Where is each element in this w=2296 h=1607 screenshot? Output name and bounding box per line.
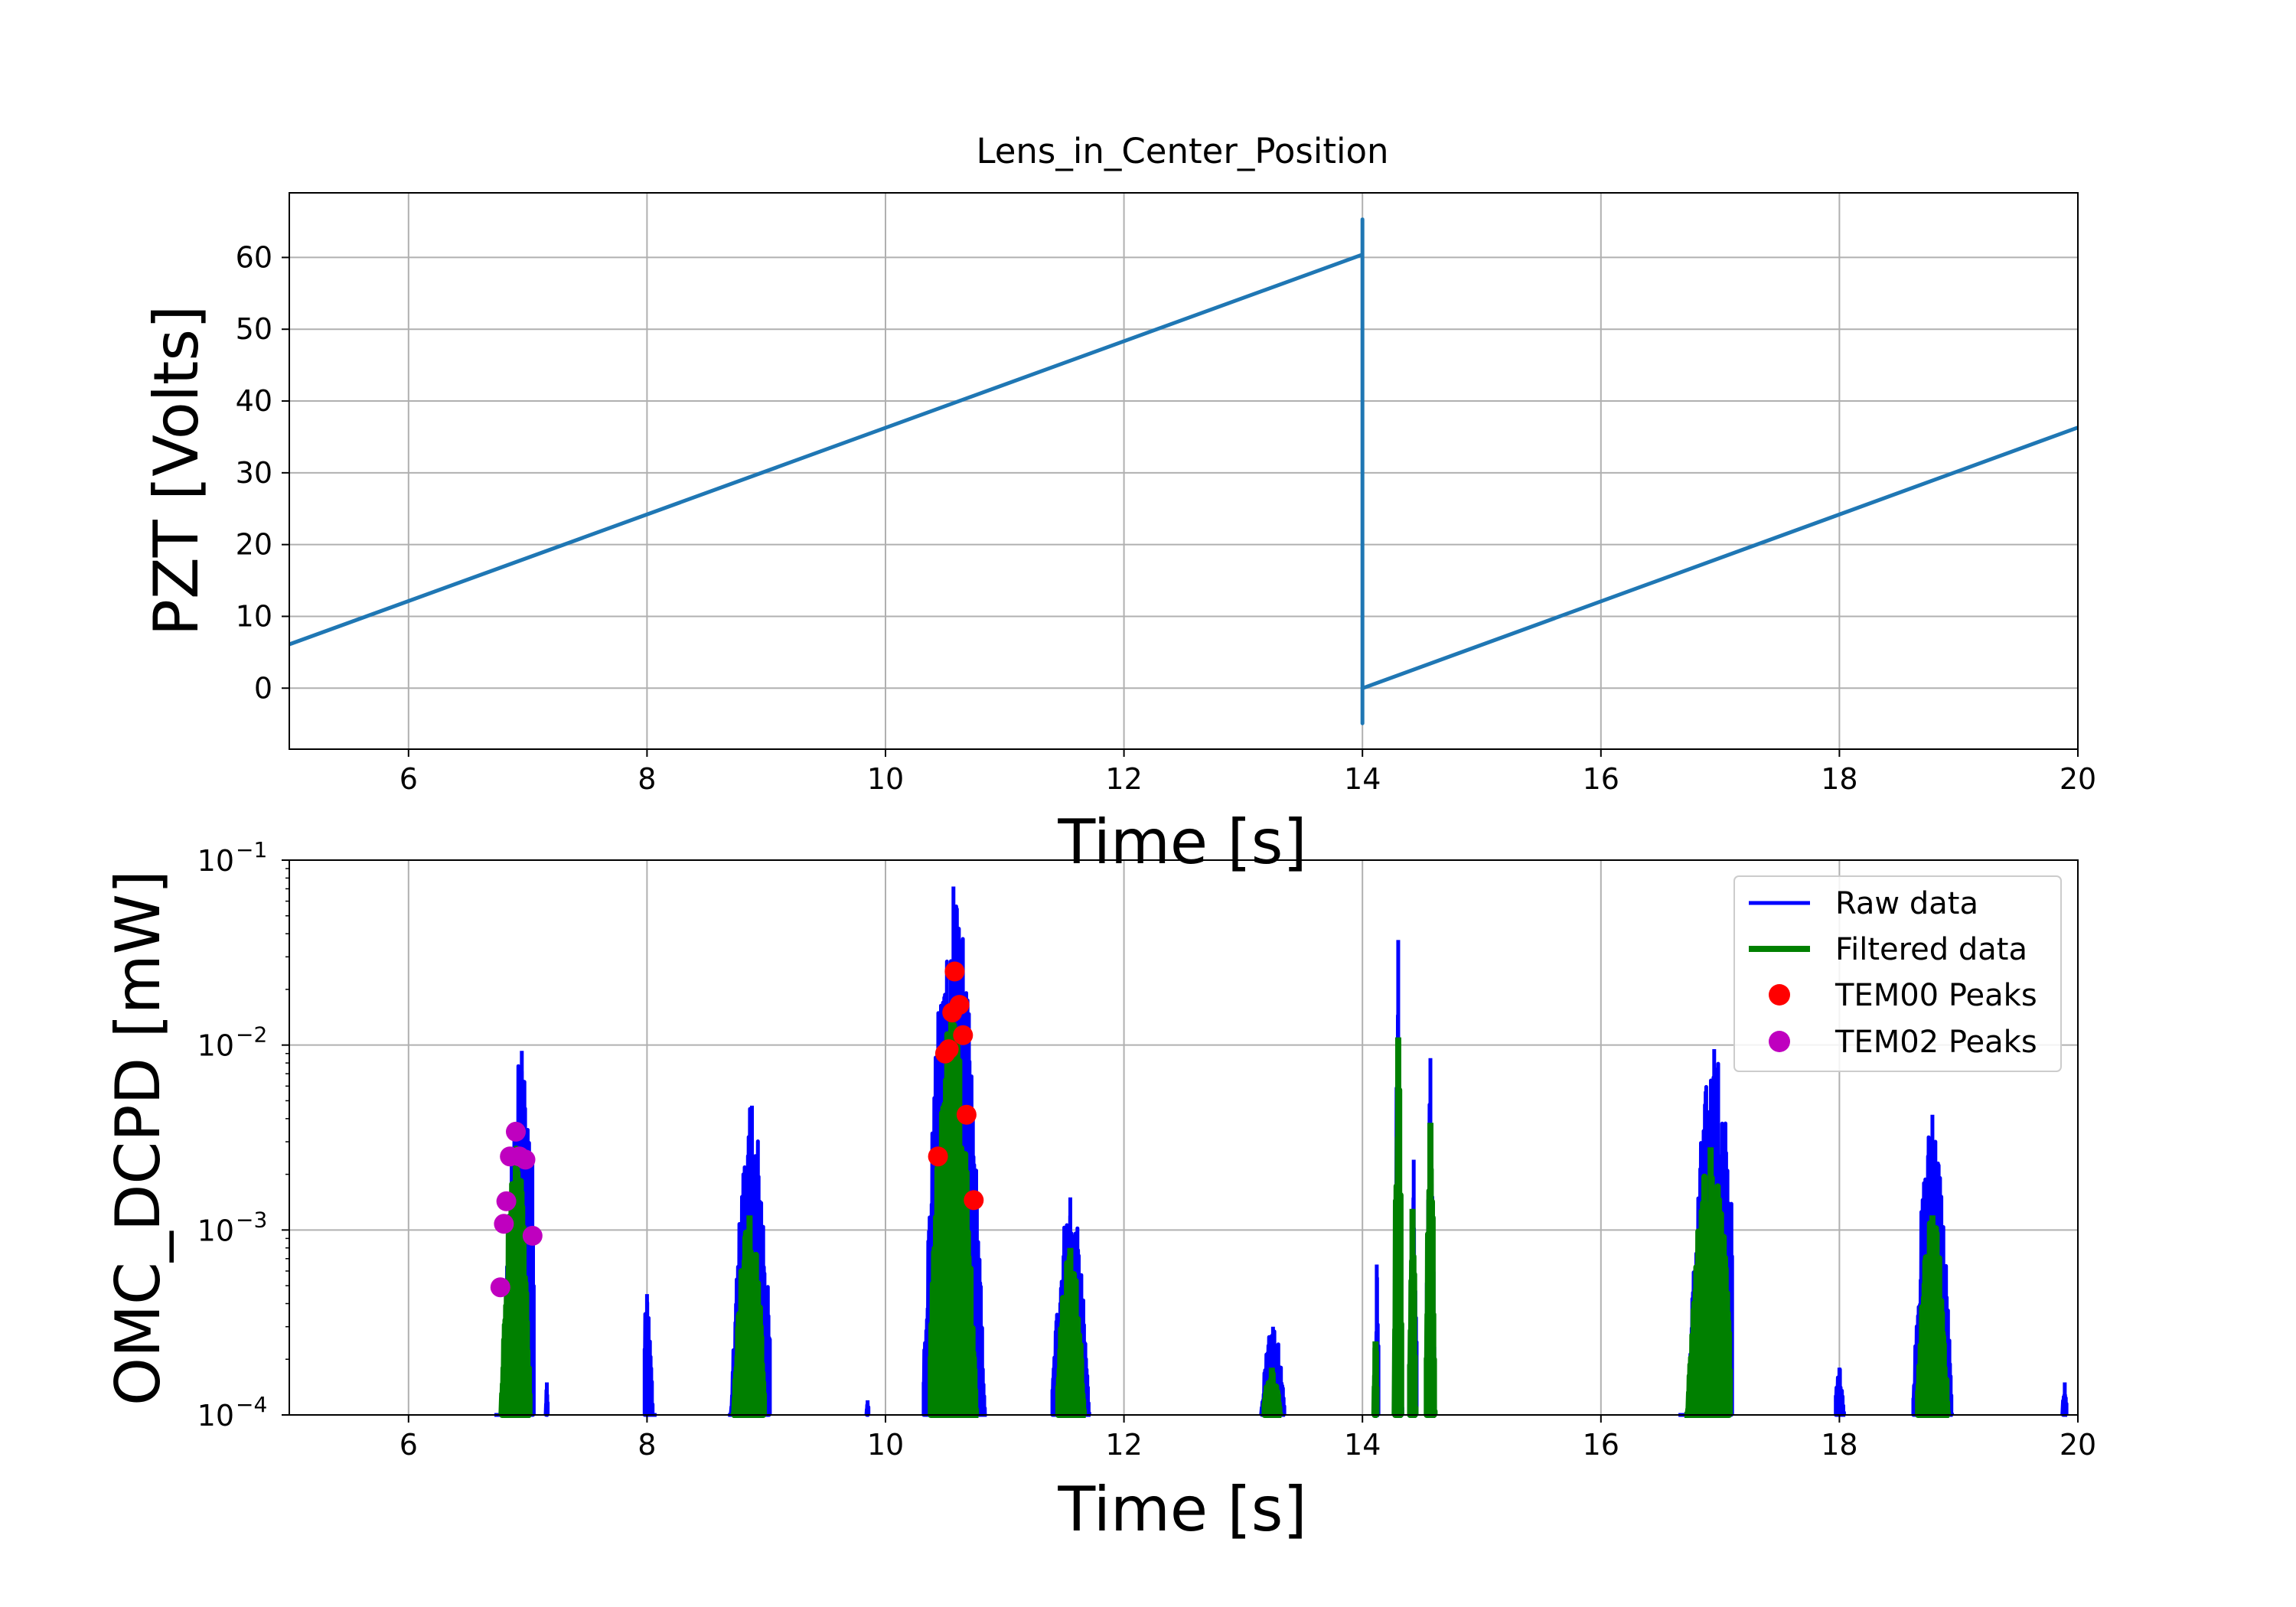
tem02-peak-point [496, 1191, 517, 1211]
tem02-peak-point [494, 1214, 514, 1234]
pzt-y-tick-label: 50 [236, 312, 272, 346]
dcpd-x-tick-label: 10 [867, 1428, 904, 1462]
dcpd-x-tick-label: 18 [1821, 1428, 1857, 1462]
tem02-peak-point [515, 1149, 536, 1170]
pzt-series-line [289, 217, 2079, 725]
pzt-y-axis-label: PZT [Volts] [141, 305, 212, 637]
tem00-peak-point [944, 961, 965, 982]
pzt-y-tick-label: 10 [236, 599, 272, 633]
dcpd-y-tick-label: 10 [197, 1399, 234, 1433]
dcpd-x-tick-label: 20 [2060, 1428, 2096, 1462]
tem00-peak-point [949, 995, 970, 1015]
pzt-x-axis-label: Time [s] [1057, 807, 1306, 878]
dcpd-y-tick-label: 10 [197, 1214, 234, 1247]
pzt-x-tick-label: 10 [867, 762, 904, 796]
tem00-peak-point [938, 1039, 959, 1060]
pzt-x-tick-label: 16 [1583, 762, 1619, 796]
dcpd-y-tick-exponent: −1 [236, 837, 267, 862]
tem00-peak-point [953, 1025, 974, 1045]
dcpd-y-tick-label: 10 [197, 1029, 234, 1063]
pzt-x-tick-label: 18 [1821, 762, 1857, 796]
dcpd-y-tick-exponent: −2 [236, 1022, 267, 1048]
dcpd-peak-markers [490, 961, 984, 1298]
dcpd-x-tick-label: 6 [400, 1428, 418, 1462]
dcpd-x-tick-label: 14 [1344, 1428, 1381, 1462]
dcpd-x-tick-label: 16 [1583, 1428, 1619, 1462]
pzt-y-tick-label: 30 [236, 456, 272, 490]
pzt-x-tick-label: 20 [2060, 762, 2096, 796]
pzt-ticks: 6 8 10 12 14 16 18 20 0 10 20 30 40 50 60 [236, 240, 2097, 796]
pzt-grid [289, 193, 2079, 749]
dcpd-x-tick-label: 8 [638, 1428, 656, 1462]
dcpd-x-tick-label: 12 [1105, 1428, 1142, 1462]
dcpd-y-tick-exponent: −3 [236, 1207, 267, 1232]
legend-label-tem02-peaks: TEM02 Peaks [1835, 1025, 2037, 1060]
pzt-x-tick-label: 8 [638, 762, 656, 796]
pzt-y-tick-label: 0 [254, 671, 272, 705]
tem02-peak-point [522, 1225, 543, 1246]
legend-swatch-tem02-peaks [1769, 1031, 1790, 1052]
pzt-y-tick-label: 40 [236, 384, 272, 418]
pzt-panel: Lens_in_Center_Position 6 8 10 12 14 16 18 20 0 1… [141, 131, 2096, 878]
dcpd-y-tick-exponent: −4 [236, 1392, 267, 1417]
dcpd-y-axis-label: OMC_DCPD [mW] [103, 870, 174, 1406]
tem00-peak-point [956, 1104, 977, 1125]
pzt-x-tick-label: 12 [1105, 762, 1142, 796]
legend-label-tem00-peaks: TEM00 Peaks [1835, 978, 2037, 1013]
pzt-axes-frame [289, 192, 2079, 750]
pzt-series-layer [289, 217, 2079, 725]
dcpd-axes-frame [289, 859, 2079, 1416]
dcpd-y-tick-label: 10 [197, 844, 234, 878]
legend-label-raw-data: Raw data [1835, 886, 1978, 921]
tem00-peak-point [928, 1146, 948, 1167]
pzt-chart-title: Lens_in_Center_Position [976, 131, 1388, 171]
pzt-y-tick-label: 60 [236, 240, 272, 274]
legend-swatch-tem00-peaks [1769, 984, 1790, 1006]
tem02-peak-point [506, 1121, 526, 1142]
pzt-x-tick-label: 14 [1344, 762, 1381, 796]
tem02-peak-point [490, 1277, 510, 1298]
legend-label-filtered-data: Filtered data [1835, 932, 2027, 967]
legend: Raw data Filtered data TEM00 Peaks TEM02… [1733, 875, 2062, 1072]
tem00-peak-point [964, 1190, 984, 1211]
pzt-y-tick-label: 20 [236, 528, 272, 562]
legend-frame [1733, 875, 2062, 1072]
dcpd-x-axis-label: Time [s] [1057, 1474, 1306, 1545]
pzt-x-tick-label: 6 [400, 762, 418, 796]
